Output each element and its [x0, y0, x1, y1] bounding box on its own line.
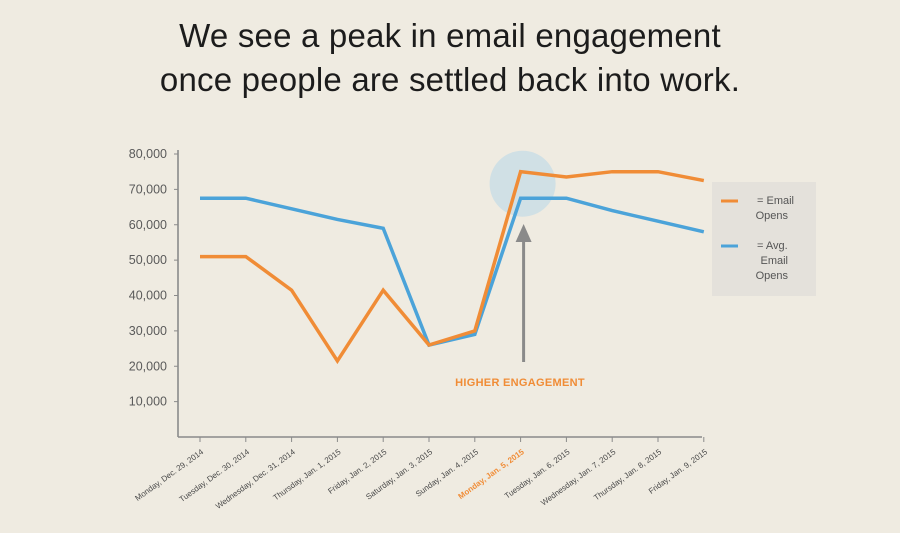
series-line-avg-email-opens — [200, 196, 705, 348]
title-line-2: once people are settled back into work. — [159, 61, 741, 98]
y-tick-label: 30,000 — [129, 324, 167, 338]
title-line-1: We see a peak in email engagement — [179, 17, 721, 54]
x-tick-label: Wednesday, Jan. 7, 2015 — [539, 447, 618, 507]
y-tick-label: 10,000 — [129, 395, 167, 409]
y-tick-label: 80,000 — [129, 147, 167, 161]
annotation-arrow-head — [515, 224, 532, 242]
y-tick-label: 20,000 — [129, 359, 167, 373]
x-tick-label: Wednesday, Dec. 31, 2014 — [214, 447, 297, 511]
legend-label: = Avg. Email Opens — [756, 240, 789, 282]
chart-title: We see a peak in email engagement once p… — [0, 14, 900, 102]
legend-label: = Email Opens — [756, 195, 794, 222]
y-tick-label: 60,000 — [129, 218, 167, 232]
annotation-label: HIGHER ENGAGEMENT — [455, 377, 585, 389]
highlight-circle — [489, 150, 556, 217]
y-tick-label: 50,000 — [129, 253, 167, 267]
series-line-email-opens — [200, 169, 705, 365]
y-tick-label: 70,000 — [129, 182, 167, 196]
y-tick-label: 40,000 — [129, 289, 167, 303]
